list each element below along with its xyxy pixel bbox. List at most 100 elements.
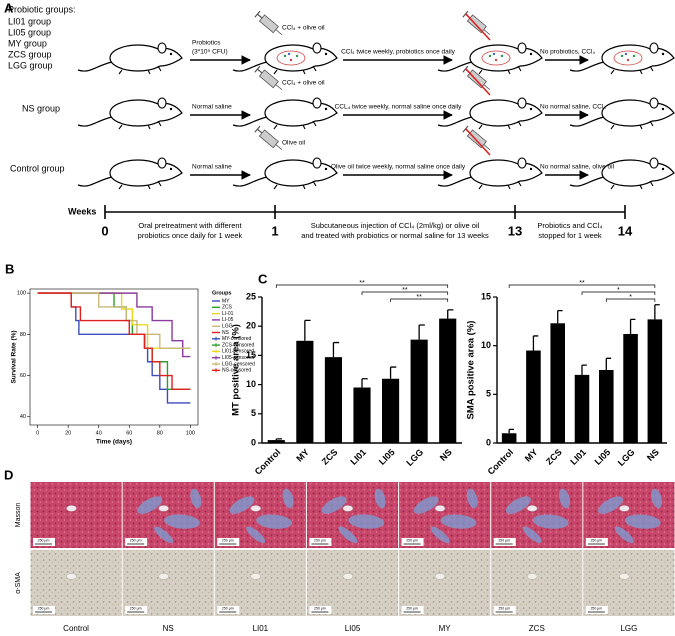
- error-bar: [447, 309, 454, 319]
- x-tick-label: NS: [645, 447, 661, 463]
- fibrosis: [282, 488, 294, 509]
- injection-label: CCl₄ + olive oil: [282, 80, 325, 87]
- error-bar: [605, 357, 612, 370]
- row-label: Masson: [15, 503, 22, 528]
- error-bar: [508, 428, 514, 434]
- syringe-handle: [254, 65, 261, 73]
- timeline-mark: 13: [508, 223, 522, 238]
- timeline-mark: 14: [618, 223, 633, 238]
- mouse-legs: [610, 180, 654, 190]
- micrograph: [214, 550, 306, 616]
- mouse-legs: [610, 120, 654, 130]
- y-tick-label: 10: [246, 379, 256, 389]
- mouse-legs: [118, 180, 162, 190]
- step-label: CCl₄ twice weekly, probiotics once daily: [341, 49, 456, 56]
- bar: [324, 357, 342, 443]
- mouse-ear: [157, 157, 167, 169]
- fibrosis: [505, 496, 531, 514]
- mouse-icon: [569, 97, 675, 130]
- mouse-ear: [517, 42, 527, 54]
- mouse-icon: [232, 157, 338, 190]
- period-label: Oral pretreatment with different: [138, 221, 242, 230]
- scale-bar-label: 250 μm: [314, 606, 326, 610]
- vessel: [158, 505, 169, 512]
- mouse-eye: [324, 52, 328, 56]
- significance-label: **: [579, 280, 585, 287]
- mouse-tail: [232, 116, 268, 127]
- fibrosis: [651, 488, 663, 509]
- scale-bar-box: [401, 538, 424, 546]
- mouse-ear: [649, 42, 659, 54]
- plot-frame: [29, 288, 199, 426]
- group-name: MY group: [8, 38, 47, 48]
- fibrosis: [338, 526, 358, 544]
- syringe-needle: [275, 84, 283, 91]
- mouse-tail: [569, 61, 605, 72]
- x-tick-label: MY: [294, 447, 311, 464]
- legend-label: LI05-censored: [222, 355, 254, 361]
- syringe-handle: [462, 10, 469, 18]
- fibrosis: [321, 496, 347, 514]
- survival-curve: [37, 292, 191, 349]
- y-tick-label: 60: [20, 373, 26, 379]
- mouse-eye: [169, 167, 173, 171]
- x-tick-label: Control: [486, 447, 516, 477]
- group-name: LI05 group: [8, 27, 51, 37]
- syringe-icon: [254, 65, 283, 91]
- legend-label: LI-05: [222, 317, 234, 323]
- micrograph: [399, 550, 491, 616]
- column-label: LI01: [253, 624, 269, 633]
- timeline-mark: 1: [271, 223, 278, 238]
- error-bar: [654, 304, 660, 320]
- fibrosis: [246, 526, 266, 544]
- group-name: ZCS group: [8, 49, 52, 59]
- x-tick-label: 20: [65, 430, 71, 436]
- y-tick-label: 5: [486, 389, 491, 399]
- y-axis-label: SMA positive area (%): [466, 321, 477, 420]
- x-tick-label: 100: [186, 430, 195, 436]
- gut-dot: [494, 58, 498, 62]
- fibrosis: [440, 514, 477, 529]
- significance-bracket: [361, 291, 449, 295]
- mouse-tail: [569, 176, 605, 187]
- step-label: Normal saline: [192, 164, 232, 171]
- scale-bar-label: 250 μm: [498, 606, 510, 610]
- fibrosis: [190, 488, 202, 509]
- step-label: No probiotics, CCl₄: [540, 49, 595, 56]
- x-tick-label: ZCS: [544, 447, 564, 467]
- scale-bar-box: [125, 606, 148, 614]
- vessel: [526, 505, 538, 512]
- syringe-needle: [483, 144, 491, 151]
- bar: [439, 318, 457, 443]
- row-label: α-SMA: [15, 572, 22, 594]
- vessel: [342, 573, 354, 580]
- fibrosis: [598, 496, 623, 514]
- y-axis-label: MT positive area (%): [231, 324, 242, 416]
- scale-bar-box: [585, 606, 608, 614]
- cross-mark: [465, 128, 491, 156]
- group-name: NS group: [22, 103, 60, 113]
- syringe-icon: [254, 10, 283, 36]
- y-tick-label: 0: [251, 437, 256, 447]
- bar: [623, 333, 638, 443]
- mouse-ear: [312, 97, 322, 109]
- x-tick-label: 80: [157, 430, 163, 436]
- syringe-needle: [483, 29, 491, 36]
- error-bar: [361, 378, 368, 388]
- syringe-plunger: [257, 68, 263, 74]
- mouse-eye: [529, 107, 533, 111]
- gut-dot: [283, 54, 287, 58]
- legend-title: Groups: [212, 290, 232, 296]
- scale-bar-label: 250 μm: [590, 606, 602, 610]
- significance-label: *: [629, 294, 632, 301]
- gut-dot: [620, 54, 624, 58]
- syringe-plunger: [257, 13, 263, 19]
- syringe-handle: [462, 125, 469, 133]
- mouse-tail: [569, 116, 605, 127]
- column-label: NS: [163, 624, 174, 633]
- mouse-legs: [118, 120, 162, 130]
- significance-bracket: [390, 298, 449, 302]
- fibrosis: [558, 488, 570, 509]
- vessel: [66, 573, 77, 580]
- fibrosis: [413, 496, 439, 514]
